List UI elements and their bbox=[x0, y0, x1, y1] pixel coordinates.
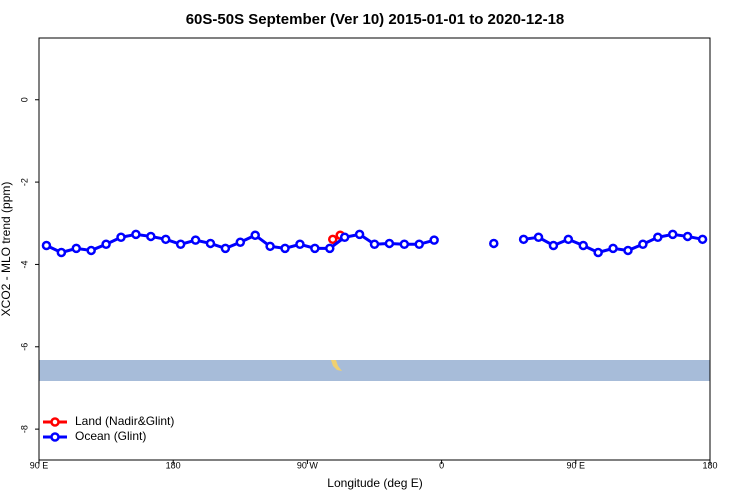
point bbox=[414, 239, 424, 250]
point bbox=[518, 234, 529, 245]
point bbox=[86, 245, 96, 256]
point bbox=[220, 243, 231, 254]
y-tick-label: -6 bbox=[19, 343, 29, 351]
map-strip bbox=[39, 360, 710, 381]
point bbox=[280, 243, 290, 254]
point bbox=[489, 238, 499, 249]
point bbox=[250, 230, 260, 240]
x-tick-label: 90 W bbox=[297, 460, 319, 470]
x-tick-label: 0 bbox=[439, 460, 444, 470]
point bbox=[667, 229, 678, 240]
y-axis-label: XCO2 - MLO trend (ppm) bbox=[0, 182, 13, 317]
point bbox=[339, 232, 350, 243]
legend-marker bbox=[50, 432, 60, 442]
point bbox=[533, 232, 544, 243]
x-tick-label: 180 bbox=[702, 460, 717, 470]
point bbox=[563, 234, 574, 245]
point bbox=[327, 234, 338, 245]
point bbox=[131, 229, 141, 240]
point bbox=[593, 247, 603, 258]
legend-marker bbox=[50, 417, 60, 427]
point bbox=[399, 239, 410, 250]
point bbox=[548, 240, 559, 251]
point bbox=[71, 243, 82, 254]
point bbox=[384, 238, 395, 249]
land-patch bbox=[331, 360, 342, 371]
point bbox=[56, 247, 67, 258]
y-tick-label: -8 bbox=[19, 425, 29, 433]
x-tick-label: 90 E bbox=[30, 460, 49, 470]
chart-title: 60S-50S September (Ver 10) 2015-01-01 to… bbox=[186, 11, 565, 28]
point bbox=[325, 243, 335, 254]
point bbox=[265, 241, 275, 252]
point bbox=[190, 235, 201, 245]
point bbox=[608, 243, 618, 254]
y-tick-label: 0 bbox=[19, 97, 29, 102]
point bbox=[578, 240, 589, 251]
point bbox=[638, 239, 648, 250]
point bbox=[623, 245, 633, 256]
point bbox=[310, 243, 320, 254]
point bbox=[41, 240, 52, 251]
point bbox=[653, 232, 663, 243]
point bbox=[682, 231, 693, 242]
point bbox=[205, 238, 216, 249]
point bbox=[175, 239, 186, 250]
plot-frame bbox=[38, 37, 711, 461]
point bbox=[235, 237, 246, 247]
point bbox=[146, 231, 156, 242]
legend-label: Ocean (Glint) bbox=[75, 429, 146, 443]
point bbox=[101, 239, 111, 250]
point bbox=[160, 234, 171, 245]
point bbox=[697, 234, 708, 245]
y-tick-label: -2 bbox=[19, 178, 29, 186]
x-tick-label: 90 E bbox=[567, 460, 586, 470]
x-axis-label: Longitude (deg E) bbox=[327, 476, 422, 490]
x-tick-label: 180 bbox=[166, 460, 181, 470]
point bbox=[295, 239, 305, 250]
legend-label: Land (Nadir&Glint) bbox=[75, 414, 174, 428]
point bbox=[369, 239, 380, 250]
point bbox=[116, 232, 126, 243]
point bbox=[354, 229, 365, 240]
y-tick-label: -4 bbox=[19, 260, 29, 268]
point bbox=[429, 235, 439, 245]
